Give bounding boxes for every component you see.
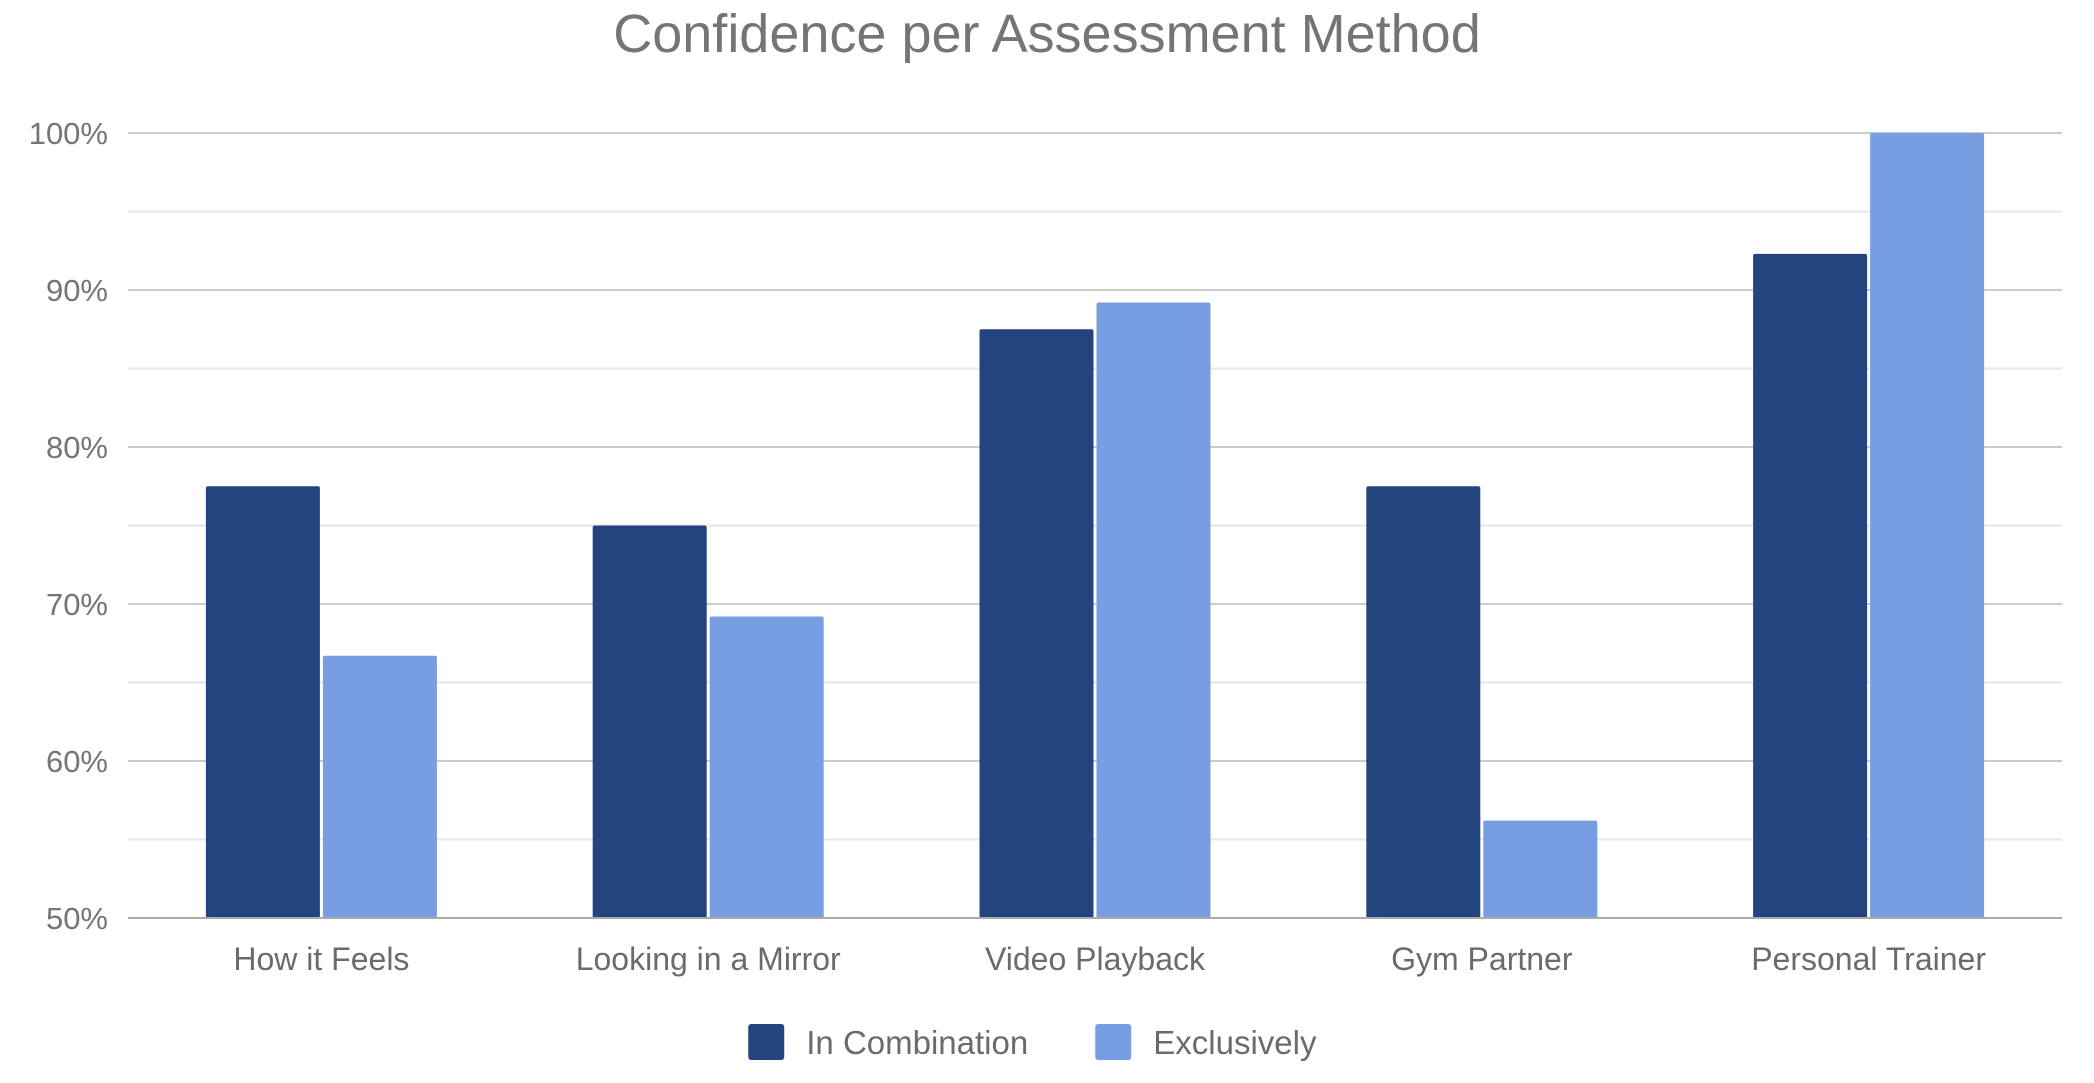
y-tick-label: 90% [46,273,108,308]
y-tick-label: 80% [46,430,108,465]
x-category-label: Looking in a Mirror [576,941,841,977]
bar-in-combination [979,329,1094,918]
bar-exclusively [1870,133,1985,918]
legend-label: In Combination [806,1024,1028,1061]
legend-label: Exclusively [1153,1024,1317,1061]
bar-exclusively [709,616,824,918]
legend-swatch [1095,1024,1132,1060]
chart-title: Confidence per Assessment Method [613,4,1480,64]
x-category-label: Video Playback [985,941,1206,977]
legend: In Combination Exclusively [748,1024,1317,1061]
bar-exclusively [1483,820,1598,918]
bar-in-combination [1366,486,1481,918]
bars [205,133,1985,918]
bar-in-combination [592,525,707,918]
y-tick-label: 50% [46,901,108,936]
bar-exclusively [322,655,437,918]
y-tick-label: 100% [29,116,108,151]
x-category-label: Personal Trainer [1751,941,1986,977]
x-axis: How it Feels Looking in a Mirror Video Pla… [233,941,1986,977]
grid [128,132,2062,841]
x-category-label: How it Feels [233,941,409,977]
y-axis: 50% 60% 70% 80% 90% 100% [29,116,108,936]
x-category-label: Gym Partner [1391,941,1573,977]
bar-exclusively [1096,302,1211,918]
bar-in-combination [205,486,320,918]
legend-swatch [748,1024,785,1060]
y-tick-label: 60% [46,744,108,779]
bar-in-combination [1753,253,1868,918]
y-tick-label: 70% [46,587,108,622]
